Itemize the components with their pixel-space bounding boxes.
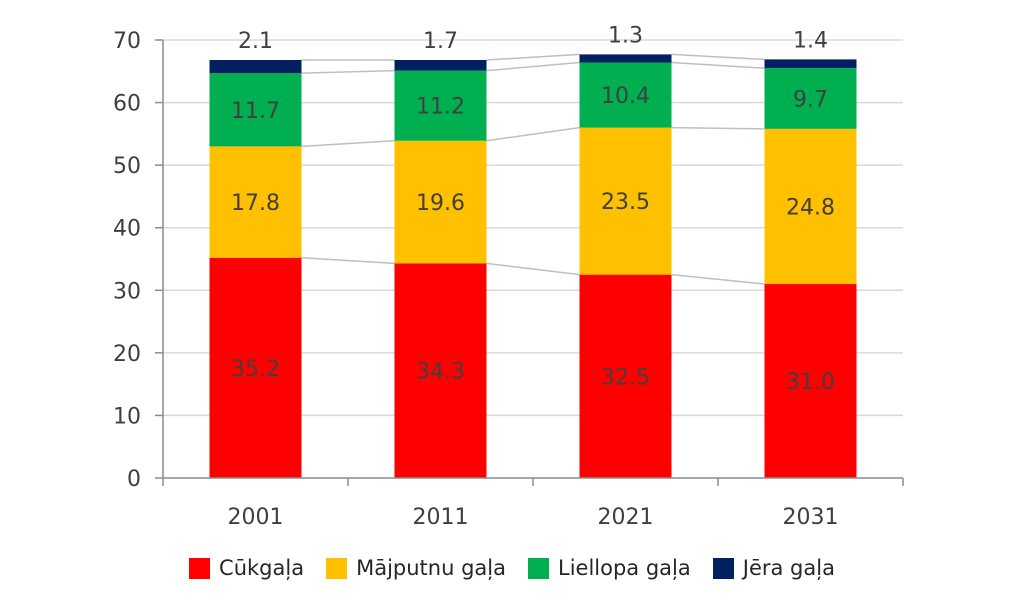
y-tick-label: 10 <box>113 404 141 429</box>
axes <box>155 39 904 486</box>
y-tick-label: 30 <box>113 279 141 304</box>
x-axis-tick-labels: 2001 2011 2021 2031 <box>228 505 839 530</box>
series-line <box>486 53 580 61</box>
data-label: 11.2 <box>416 95 465 120</box>
series-line <box>486 61 580 72</box>
bar-segment <box>209 257 302 478</box>
bar-segment <box>579 54 672 63</box>
data-label: 17.8 <box>231 191 280 216</box>
data-label: 1.3 <box>608 23 643 48</box>
y-tick-label: 40 <box>113 217 141 242</box>
y-tick-label: 50 <box>113 154 141 179</box>
legend-label: Liellopa gaļa <box>558 556 691 580</box>
x-tick-label: 2031 <box>783 505 839 530</box>
data-label: 23.5 <box>601 190 650 215</box>
legend-item-liellopa-gala: Liellopa gaļa <box>528 556 691 580</box>
y-tick-label: 70 <box>113 29 141 54</box>
legend-label: Jēra gaļa <box>742 556 835 580</box>
data-label: 24.8 <box>786 195 835 220</box>
bar-segment <box>394 263 487 478</box>
y-tick-label: 60 <box>113 92 141 117</box>
series-line <box>486 262 580 276</box>
series-line <box>301 139 395 148</box>
series-connector-lines <box>301 53 765 285</box>
legend-label: Cūkgaļa <box>219 556 305 580</box>
legend-swatch <box>712 557 734 579</box>
bar-segment <box>209 73 302 147</box>
bar-segment <box>394 70 487 141</box>
bar-segment <box>394 60 487 71</box>
y-tick-label: 20 <box>113 342 141 367</box>
legend-swatch <box>326 557 348 579</box>
series-line <box>301 256 395 265</box>
series-line <box>671 61 765 69</box>
data-label: 9.7 <box>793 88 828 113</box>
legend-label: Mājputnu gaļa <box>356 556 506 580</box>
data-label: 31.0 <box>786 370 835 395</box>
legend-item-jera-gala: Jēra gaļa <box>712 556 835 580</box>
bar-segment <box>764 68 857 129</box>
data-label: 1.4 <box>793 28 828 53</box>
series-line <box>671 273 765 285</box>
data-label: 10.4 <box>601 84 650 109</box>
bar-segment <box>394 140 487 264</box>
x-tick-label: 2021 <box>598 505 654 530</box>
bar-segment <box>579 274 672 478</box>
y-axis-tick-labels: 0 10 20 30 40 50 60 70 <box>113 29 141 492</box>
y-tick-label: 0 <box>127 467 141 492</box>
data-label: 34.3 <box>416 360 465 385</box>
legend-swatch <box>189 557 211 579</box>
x-tick-label: 2001 <box>228 505 284 530</box>
legend-item-cukgala: Cūkgaļa <box>189 556 304 580</box>
data-label: 19.6 <box>416 191 465 216</box>
legend: Cūkgaļa Mājputnu gaļa Liellopa gaļa Jēra… <box>0 556 1024 580</box>
bars <box>209 54 857 478</box>
data-label: 11.7 <box>231 99 280 124</box>
bar-segment <box>764 284 857 478</box>
bar-segment <box>579 62 672 128</box>
data-label: 2.1 <box>238 29 273 54</box>
data-label: 35.2 <box>231 357 280 382</box>
series-line <box>671 126 765 130</box>
x-tick-label: 2011 <box>413 505 469 530</box>
bar-segment <box>209 60 302 74</box>
bar-segment <box>764 128 857 285</box>
series-line <box>486 126 580 142</box>
bar-segment <box>764 59 857 69</box>
data-label: 1.7 <box>423 29 458 54</box>
data-label: 32.5 <box>601 365 650 390</box>
bar-segment <box>209 146 302 258</box>
series-line <box>301 69 395 74</box>
series-line <box>671 53 765 61</box>
legend-item-majputnu-gala: Mājputnu gaļa <box>326 556 506 580</box>
legend-swatch <box>528 557 549 579</box>
data-labels: 35.2 34.3 32.5 31.0 17.8 19.6 23.5 24.8 11.7 11.2… <box>231 23 835 395</box>
bar-segment <box>579 127 672 275</box>
